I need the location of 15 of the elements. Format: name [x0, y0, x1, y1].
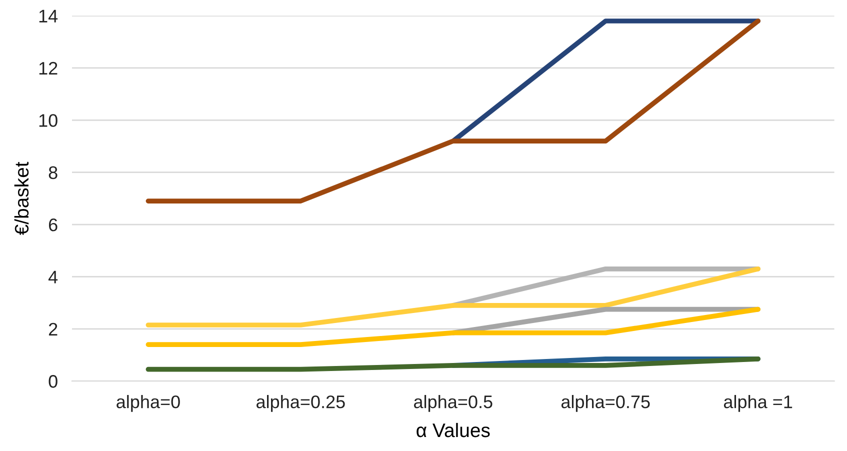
x-tick-label: alpha=0.5 — [414, 394, 492, 412]
x-tick-label: alpha=0.25 — [256, 394, 345, 412]
y-tick-label: 8 — [48, 166, 58, 180]
x-axis-title: α Values — [416, 422, 490, 438]
y-tick-label: 0 — [48, 375, 58, 388]
y-tick-label: 12 — [39, 62, 58, 75]
y-tick-label: 14 — [39, 10, 58, 22]
y-tick-label: 10 — [39, 114, 58, 127]
x-tick-label: alpha=0.75 — [561, 394, 650, 412]
y-axis-title: €/basket — [14, 162, 29, 236]
y-tick-label: 6 — [48, 218, 58, 232]
x-tick-label: alpha=0 — [116, 394, 180, 412]
y-tick-label: 4 — [48, 270, 58, 284]
y-tick-label: 2 — [48, 322, 58, 336]
x-tick-label: alpha =1 — [724, 394, 792, 412]
